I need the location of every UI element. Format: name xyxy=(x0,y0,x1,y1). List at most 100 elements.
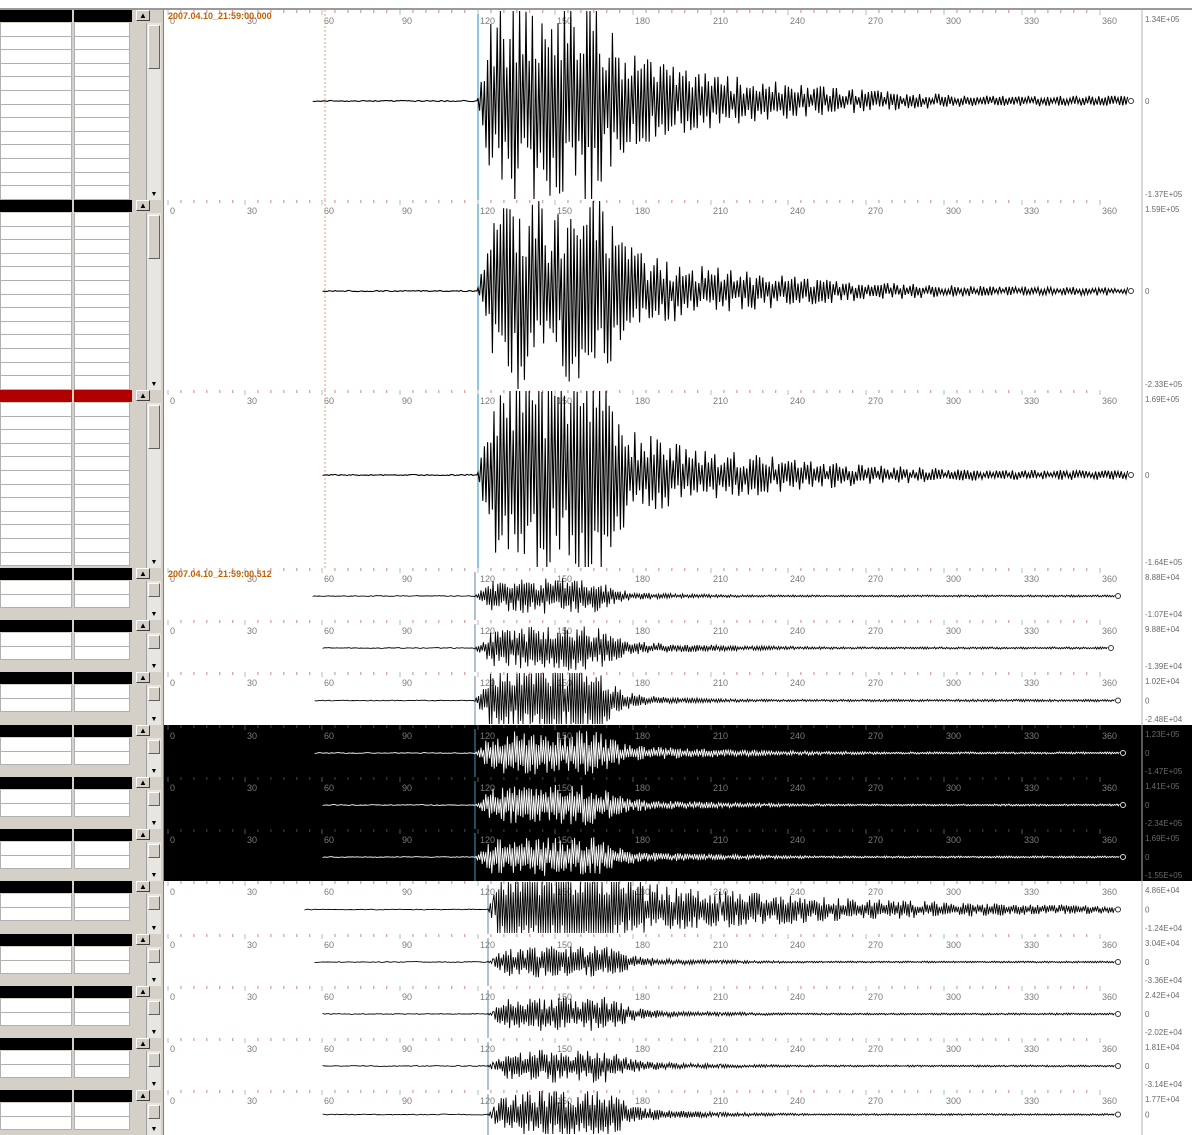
collapse-button[interactable]: ▲ xyxy=(136,10,150,21)
scroll-down-icon[interactable]: ▼ xyxy=(150,977,158,984)
field-value[interactable] xyxy=(74,226,130,241)
trace-panel[interactable]: ▲ ▼ 0 30 60 90 120 150 180 210 240 270 300 330 360 2007… xyxy=(0,568,1192,620)
field-value[interactable] xyxy=(74,186,130,200)
field-value[interactable] xyxy=(74,552,130,567)
waveform-plot[interactable]: 03060901201501802102402703003303602.42E+… xyxy=(164,986,1192,1038)
header-scrollbar[interactable]: ▼ xyxy=(146,1103,161,1135)
field-value[interactable] xyxy=(74,790,130,804)
field-value[interactable] xyxy=(74,36,130,51)
field-value[interactable] xyxy=(74,23,130,37)
field-value[interactable] xyxy=(74,947,130,961)
field-value[interactable] xyxy=(74,803,130,818)
collapse-button[interactable]: ▲ xyxy=(136,934,150,945)
field-value[interactable] xyxy=(74,751,130,766)
trace-panel[interactable]: ▲ ▼ 0 30 60 90 120 150 180 210 240 270 300 330 360 2007… xyxy=(0,10,1192,200)
collapse-button[interactable]: ▲ xyxy=(136,725,150,736)
waveform-area[interactable]: 0 30 60 90 120 150 180 210 240 270 300 330 360 1.69E+… xyxy=(164,390,1192,568)
field-value[interactable] xyxy=(74,294,130,309)
waveform-plot[interactable]: 03060901201501802102402703003303604.86E+… xyxy=(164,881,1192,934)
field-value[interactable] xyxy=(74,498,130,512)
waveform-plot[interactable]: 03060901201501802102402703003303601.81E+… xyxy=(164,1038,1192,1090)
waveform-area[interactable]: 0 30 60 90 120 150 180 210 240 270 300 330 360 1.23E+… xyxy=(164,725,1192,777)
waveform-area[interactable]: 0 30 60 90 120 150 180 210 240 270 300 330 360 1.41E+… xyxy=(164,777,1192,829)
waveform-plot[interactable]: 0 30 60 90 120 150 180 210 240 270 300 330 360 1.23E+… xyxy=(164,725,1192,777)
field-value[interactable] xyxy=(74,240,130,254)
field-value[interactable] xyxy=(74,633,130,647)
channel-name[interactable] xyxy=(74,986,132,998)
channel-name[interactable] xyxy=(74,725,132,737)
collapse-button[interactable]: ▲ xyxy=(136,390,150,401)
field-value[interactable] xyxy=(74,1103,130,1117)
waveform-area[interactable]: 0 30 60 90 120 150 180 210 240 270 300 330 360 1.69E+… xyxy=(164,829,1192,881)
field-value[interactable] xyxy=(74,894,130,908)
waveform-area[interactable]: 0 30 60 90 120 150 180 210 240 270 300 330 360 2007.0… xyxy=(164,568,1192,620)
header-scrollbar[interactable]: ▼ xyxy=(146,213,161,390)
waveform-plot[interactable]: 0 30 60 90 120 150 180 210 240 270 300 330 360 9.88E+… xyxy=(164,620,1192,672)
header-scrollbar[interactable]: ▼ xyxy=(146,633,161,672)
field-value[interactable] xyxy=(74,1051,130,1065)
field-value[interactable] xyxy=(74,470,130,485)
channel-name[interactable] xyxy=(74,200,132,212)
collapse-button[interactable]: ▲ xyxy=(136,1090,150,1101)
waveform-area[interactable]: 0 30 60 90 120 150 180 210 240 270 300 330 360 1.02E+… xyxy=(164,672,1192,725)
trace-panel[interactable]: ▲ ▼ 0 30 60 90 120 150 180 210 240 270 300 330 360 1.41… xyxy=(0,777,1192,829)
station-name[interactable] xyxy=(0,568,72,580)
channel-name[interactable] xyxy=(74,777,132,789)
header-scrollbar[interactable]: ▼ xyxy=(146,738,161,777)
field-value[interactable] xyxy=(74,484,130,499)
field-value[interactable] xyxy=(74,158,130,173)
trace-panel[interactable]: ▲ ▼03060901201501802102402703003303601.81… xyxy=(0,1038,1192,1090)
field-value[interactable] xyxy=(74,960,130,975)
field-value[interactable] xyxy=(74,646,130,661)
waveform-area[interactable]: 03060901201501802102402703003303602.42E+… xyxy=(164,986,1192,1038)
field-value[interactable] xyxy=(74,172,130,187)
scroll-down-icon[interactable]: ▼ xyxy=(150,663,158,670)
field-value[interactable] xyxy=(74,443,130,458)
field-value[interactable] xyxy=(74,131,130,146)
field-value[interactable] xyxy=(74,698,130,713)
field-value[interactable] xyxy=(74,104,130,119)
station-name[interactable] xyxy=(0,986,72,998)
waveform-area[interactable]: 03060901201501802102402703003303601.81E+… xyxy=(164,1038,1192,1090)
channel-name[interactable] xyxy=(74,390,132,402)
collapse-button[interactable]: ▲ xyxy=(136,672,150,683)
header-scrollbar[interactable]: ▼ xyxy=(146,403,161,568)
header-scrollbar[interactable]: ▼ xyxy=(146,1051,161,1090)
field-value[interactable] xyxy=(74,308,130,322)
station-name[interactable] xyxy=(0,725,72,737)
collapse-button[interactable]: ▲ xyxy=(136,1038,150,1049)
station-name[interactable] xyxy=(0,200,72,212)
field-value[interactable] xyxy=(74,842,130,856)
scrollbar-thumb[interactable] xyxy=(148,687,160,701)
waveform-plot[interactable]: 0 30 60 90 120 150 180 210 240 270 300 330 360 1.59E+… xyxy=(164,200,1192,390)
scrollbar-thumb[interactable] xyxy=(148,896,160,910)
waveform-area[interactable]: 0 30 60 90 120 150 180 210 240 270 300 330 360 9.88E+… xyxy=(164,620,1192,672)
scrollbar-thumb[interactable] xyxy=(148,949,160,963)
header-scrollbar[interactable]: ▼ xyxy=(146,894,161,934)
waveform-area[interactable]: 03060901201501802102402703003303603.04E+… xyxy=(164,934,1192,986)
field-value[interactable] xyxy=(74,145,130,159)
field-value[interactable] xyxy=(74,525,130,539)
field-value[interactable] xyxy=(74,362,130,377)
field-value[interactable] xyxy=(74,63,130,78)
waveform-plot[interactable]: 03060901201501802102402703003303603.04E+… xyxy=(164,934,1192,986)
header-scrollbar[interactable]: ▼ xyxy=(146,685,161,725)
field-value[interactable] xyxy=(74,321,130,336)
field-value[interactable] xyxy=(74,416,130,431)
channel-name[interactable] xyxy=(74,672,132,684)
header-scrollbar[interactable]: ▼ xyxy=(146,999,161,1038)
collapse-button[interactable]: ▲ xyxy=(136,777,150,788)
trace-panel[interactable]: ▲ ▼ 0 30 60 90 120 150 180 210 240 270 300 330 360 1.69… xyxy=(0,390,1192,568)
field-value[interactable] xyxy=(74,538,130,553)
field-value[interactable] xyxy=(74,511,130,526)
scrollbar-thumb[interactable] xyxy=(148,1105,160,1119)
trace-panel[interactable]: ▲ ▼ 0 30 60 90 120 150 180 210 240 270 300 330 360 9.88… xyxy=(0,620,1192,672)
trace-panel[interactable]: ▲ ▼ 0 30 60 90 120 150 180 210 240 270 300 330 360 1.23… xyxy=(0,725,1192,777)
waveform-area[interactable]: 0 30 60 90 120 150 180 210 240 270 300 330 360 2007.0… xyxy=(164,10,1192,200)
scroll-down-icon[interactable]: ▼ xyxy=(150,1126,158,1133)
channel-name[interactable] xyxy=(74,1090,132,1102)
station-name[interactable] xyxy=(0,1038,72,1050)
waveform-area[interactable]: 03060901201501802102402703003303601.77E+… xyxy=(164,1090,1192,1135)
header-scrollbar[interactable]: ▼ xyxy=(146,581,161,620)
field-value[interactable] xyxy=(74,50,130,64)
